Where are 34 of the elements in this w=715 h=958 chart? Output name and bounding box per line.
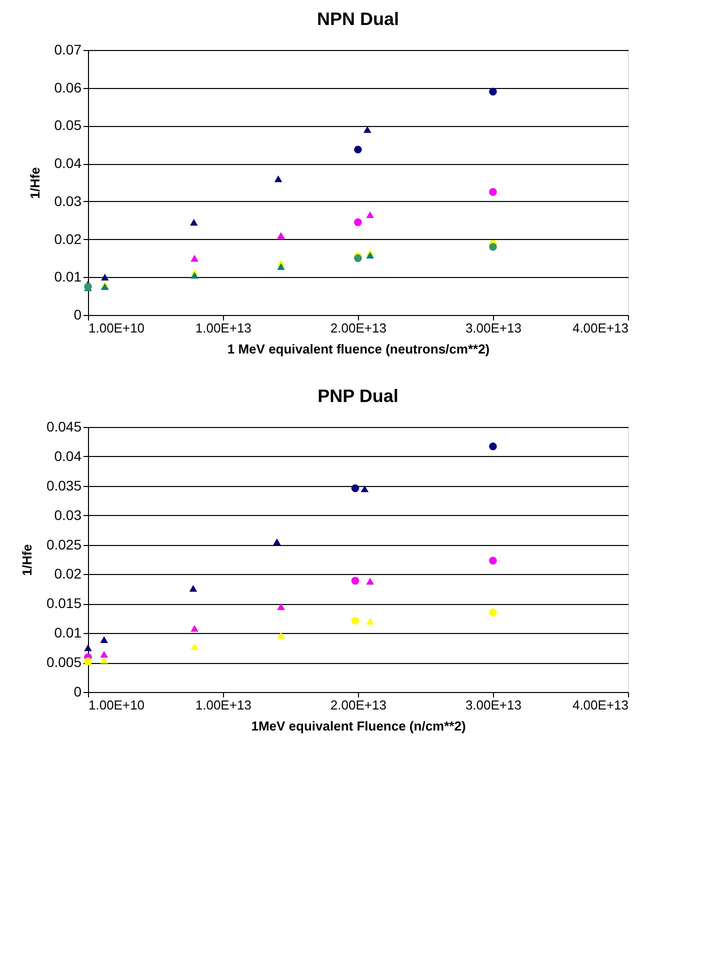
y-tick-label: 0 [74, 684, 82, 700]
x-axis-title: 1 MeV equivalent fluence (neutrons/cm**2) [227, 342, 490, 356]
y-tick-label: 0.01 [54, 268, 82, 285]
y-tick-label: 0.03 [54, 506, 82, 523]
x-tick-label: 3.00E+13 [465, 320, 522, 336]
chart-title: PNP Dual [318, 386, 398, 406]
x-tick-label: 4.00E+13 [572, 320, 628, 336]
x-tick-label: 4.00E+13 [572, 698, 628, 712]
y-tick-label: 0.045 [46, 418, 82, 434]
y-tick-label: 0.04 [54, 448, 82, 464]
y-tick-label: 0.06 [54, 79, 82, 96]
y-tick-label: 0.03 [54, 192, 82, 209]
x-axis-title: 1MeV equivalent Fluence (n/cm**2) [251, 718, 466, 734]
x-tick-label: 3.00E+13 [465, 698, 522, 712]
y-tick-label: 0.005 [46, 654, 82, 670]
x-tick-label: 1.00E+13 [195, 320, 252, 336]
x-tick-label: 2.00E+13 [330, 320, 386, 336]
y-tick-label: 0.04 [54, 155, 82, 172]
chart-title: NPN Dual [316, 9, 400, 29]
y-tick-label: 0.01 [54, 624, 82, 641]
y-tick-label: 0.02 [54, 566, 82, 582]
x-tick-label: 2.00E+13 [330, 698, 386, 712]
x-tick-label: 1.00E+13 [195, 698, 252, 712]
y-tick-label: 0.02 [54, 230, 82, 247]
y-axis-title: 1/Hfe [19, 544, 34, 576]
y-axis-title: 1/Hfe [27, 167, 42, 199]
y-tick-label: 0.015 [46, 595, 82, 612]
y-tick-label: 0.035 [46, 477, 82, 494]
y-tick-label: 0 [74, 306, 82, 322]
x-tick-label: 1.00E+10 [88, 698, 145, 712]
x-tick-label: 1.00E+10 [88, 320, 145, 336]
y-tick-label: 0.05 [54, 117, 82, 134]
y-tick-label: 0.025 [46, 536, 82, 552]
y-tick-label: 0.07 [54, 42, 82, 58]
